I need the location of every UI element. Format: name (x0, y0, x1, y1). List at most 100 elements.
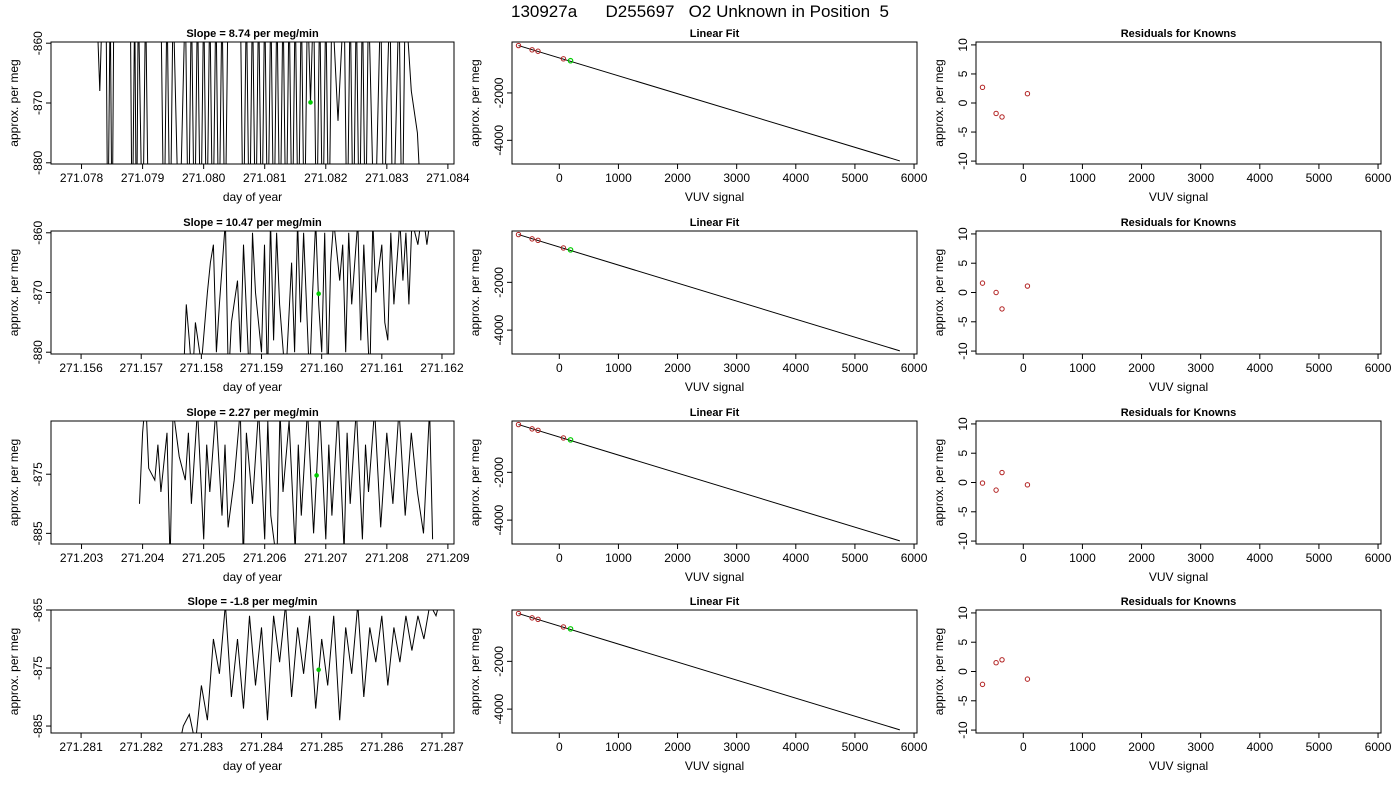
panel-r2c2: Linear Fit 0 1000 2000 3000 4000 5000 6000 -4000… (468, 217, 928, 394)
panel-r4c1-ytick-label: -885 (31, 714, 45, 738)
panel-r3c2-xlabel: VUV signal (685, 570, 744, 584)
panel-r3c2-xtick-label: 5000 (842, 551, 869, 565)
panel-r1c3-ytick-label: 5 (956, 70, 970, 77)
panel-r4c2-xtick-label: 3000 (723, 740, 750, 754)
panel-r2c1-series-line (183, 231, 430, 354)
panel-r1c1-xtick-label: 271.079 (121, 171, 165, 185)
panel-r1c2-plot-area (515, 42, 900, 162)
panel-r2c3-known-point (993, 289, 999, 296)
panel-r3c3-title: Residuals for Knowns (1121, 407, 1237, 419)
panel-r1c1-xtick-label: 271.080 (182, 171, 226, 185)
panel-r4c2-title: Linear Fit (690, 596, 740, 608)
panel-r2c2-frame (511, 230, 918, 355)
panel-r2c3-ytick-label: 5 (956, 260, 970, 267)
panel-r2c2-ytick-label: -4000 (492, 314, 506, 345)
panel-r4c2-plot-area (515, 610, 900, 731)
panel-r4c1-title: Slope = -1.8 per meg/min (188, 596, 318, 608)
panel-r2c3-xtick-label: 1000 (1069, 361, 1096, 375)
panel-r1c3-xtick-label: 6000 (1365, 171, 1392, 185)
panel-r1c1-xtick-label: 271.084 (426, 171, 470, 185)
panel-r2c2-xtick-label: 5000 (842, 361, 869, 375)
panel-r1c3-plot-area (979, 84, 1031, 120)
panel-r4c1-xtick-label: 271.287 (420, 740, 464, 754)
panel-r4c1-plot-area (181, 610, 439, 733)
panel-r4c2-known-point (515, 610, 522, 617)
panel-r4c2-xlabel: VUV signal (685, 759, 744, 773)
panel-r1c3-xtick-label: 0 (1020, 171, 1027, 185)
panel-r4c1-ytick-label: -865 (31, 598, 45, 622)
panel-r2c1-ylabel: approx. per meg (7, 249, 21, 336)
panel-r3c3-ytick-label: 10 (956, 417, 970, 431)
panel-r3c1-plot-area (139, 421, 434, 544)
panel-r3c3-known-point (1024, 482, 1031, 488)
panel-r4c3-known-point (1024, 676, 1031, 682)
panel-r3c2-ytick-label: -4000 (492, 504, 506, 535)
panel-r4c3-ytick-label: -5 (956, 695, 970, 706)
panel-r3c3-xtick-label: 0 (1020, 551, 1027, 565)
panel-r2c2-xtick-label: 4000 (782, 361, 809, 375)
panel-r3c1-series-line (139, 421, 434, 544)
panel-r4c3: Residuals for Knowns 0 1000 2000 3000 4000 500… (932, 596, 1392, 773)
panel-r3c3-known-point (999, 469, 1005, 476)
panel-r4c1-xtick-label: 271.286 (360, 740, 404, 754)
panel-r1c1: Slope = 8.74 per meg/min 271.078 271.079 27… (7, 28, 470, 204)
panel-r3c1-xtick-label: 271.208 (365, 551, 409, 565)
panel-r4c3-xtick-label: 3000 (1187, 740, 1214, 754)
panel-r3c1-xtick-label: 271.204 (121, 551, 165, 565)
panel-r2c1-xtick-label: 271.158 (180, 361, 224, 375)
panel-r4c1: Slope = -1.8 per meg/min 271.281 271.282 27… (7, 596, 464, 773)
panel-r3c1-title: Slope = 2.27 per meg/min (186, 407, 319, 419)
panel-r1c3-xtick-label: 2000 (1128, 171, 1155, 185)
panel-r2c3-xtick-label: 3000 (1187, 361, 1214, 375)
panel-r2c3-ytick-label: 10 (956, 227, 970, 241)
panel-r3c2-frame (511, 420, 918, 545)
panel-r1c3-xlabel: VUV signal (1149, 190, 1208, 204)
panel-r2c2-ytick-label: -2000 (492, 267, 506, 298)
panel-r4c3-xtick-label: 1000 (1069, 740, 1096, 754)
panel-r2c2-known-point (529, 236, 535, 242)
panel-r2c2-title: Linear Fit (690, 217, 740, 229)
panel-r2c1-xtick-label: 271.157 (120, 361, 164, 375)
panel-r4c1-ylabel: approx. per meg (7, 628, 21, 715)
panel-r2c3: Residuals for Knowns 0 1000 2000 3000 4000 500… (932, 217, 1392, 394)
panel-r4c3-xtick-label: 2000 (1128, 740, 1155, 754)
panel-r1c1-ytick-label: -870 (31, 91, 45, 115)
panel-r2c3-xlabel: VUV signal (1149, 380, 1208, 394)
panel-r1c3-known-point (993, 110, 999, 117)
panel-r1c2-known-point (529, 47, 535, 53)
panel-r1c1-current-point (308, 100, 313, 105)
panel-r3c2-fit-line (518, 424, 900, 542)
panel-r4c3-ylabel: approx. per meg (932, 628, 946, 715)
panel-r3c3-xtick-label: 6000 (1365, 551, 1392, 565)
panel-r2c2-known-point (535, 237, 541, 244)
panel-r3c3-ytick-label: -5 (956, 506, 970, 517)
panel-r1c2-known-point (515, 42, 522, 49)
panel-r2c2-xlabel: VUV signal (685, 380, 744, 394)
panel-r2c1-xtick-label: 271.160 (300, 361, 344, 375)
panel-r4c2-known-point (560, 624, 567, 630)
panel-r2c1-ytick-label: -880 (31, 340, 45, 364)
panel-r2c3-frame (975, 230, 1382, 355)
panel-r3c2-xtick-label: 1000 (605, 551, 632, 565)
panel-r4c1-current-point (316, 667, 321, 673)
panel-r2c3-xtick-label: 2000 (1128, 361, 1155, 375)
panel-r1c1-plot-area (97, 42, 420, 164)
panel-r3c1-frame (50, 420, 455, 545)
panel-r2c3-ytick-label: 0 (956, 289, 970, 296)
panel-r3c2-ytick-label: -2000 (492, 457, 506, 488)
panel-r1c2-xlabel: VUV signal (685, 190, 744, 204)
panel-r2c1-xlabel: day of year (223, 380, 282, 394)
panel-r4c2-xtick-label: 4000 (782, 740, 809, 754)
panel-r4c3-xtick-label: 6000 (1365, 740, 1392, 754)
panel-r4c3-xtick-label: 0 (1020, 740, 1027, 754)
panel-r3c1-xtick-label: 271.206 (243, 551, 287, 565)
panel-r4c2-ytick-label: -4000 (492, 693, 506, 724)
panel-r1c2-ytick-label: -2000 (492, 77, 506, 108)
panel-r3c2-known-point (529, 426, 535, 432)
panel-r1c2-frame (511, 41, 918, 165)
panel-r1c3-known-point (999, 114, 1005, 120)
panel-r1c2-xtick-label: 4000 (782, 171, 809, 185)
panel-r1c1-xtick-label: 271.082 (304, 171, 348, 185)
